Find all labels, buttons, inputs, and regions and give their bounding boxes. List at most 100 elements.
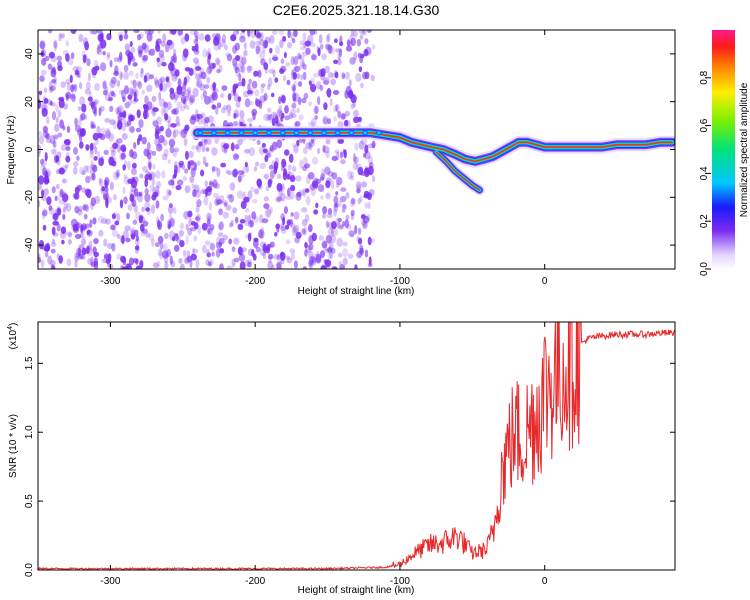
noise-speckle — [254, 89, 260, 97]
noise-speckle — [60, 33, 65, 39]
noise-speckle — [125, 237, 131, 243]
noise-speckle — [227, 111, 231, 117]
ridge-branch-band — [435, 151, 481, 191]
noise-speckle — [156, 116, 162, 125]
noise-speckle — [146, 84, 153, 93]
noise-speckle — [213, 41, 220, 51]
noise-speckle — [100, 127, 106, 134]
noise-speckle — [193, 235, 197, 242]
noise-speckle — [226, 104, 232, 113]
noise-speckle — [233, 113, 239, 118]
noise-speckle — [200, 71, 207, 80]
noise-speckle — [204, 95, 211, 105]
noise-speckle — [112, 142, 118, 150]
noise-speckle — [322, 242, 328, 251]
noise-speckle — [204, 162, 209, 168]
noise-speckle — [73, 147, 78, 155]
noise-speckle — [225, 169, 230, 174]
noise-speckle — [360, 137, 368, 146]
noise-speckle-layer — [38, 30, 376, 269]
noise-speckle — [235, 101, 241, 108]
noise-speckle — [129, 55, 136, 63]
noise-speckle — [178, 258, 183, 264]
noise-speckle — [281, 112, 285, 119]
noise-speckle — [135, 211, 141, 221]
noise-speckle — [195, 66, 202, 71]
noise-speckle — [175, 185, 182, 191]
noise-speckle — [164, 261, 169, 269]
noise-speckle — [157, 248, 163, 257]
noise-speckle — [257, 69, 262, 78]
noise-speckle — [286, 79, 291, 86]
noise-speckle — [335, 103, 340, 114]
noise-speckle — [275, 259, 282, 269]
noise-speckle — [117, 56, 123, 63]
noise-speckle — [127, 178, 134, 184]
noise-speckle — [283, 52, 287, 59]
noise-speckle — [228, 238, 233, 245]
noise-speckle — [130, 167, 137, 175]
noise-speckle — [82, 54, 87, 64]
noise-speckle — [116, 212, 121, 223]
noise-speckle — [291, 38, 296, 44]
colorbar-gradient — [712, 30, 735, 269]
noise-speckle — [327, 252, 332, 259]
noise-speckle — [48, 207, 55, 215]
noise-speckle — [61, 165, 68, 172]
noise-speckle — [207, 228, 211, 235]
noise-speckle — [119, 51, 123, 61]
noise-speckle — [294, 65, 301, 73]
noise-speckle — [195, 35, 199, 42]
noise-speckle — [340, 187, 347, 192]
ridge-band — [196, 132, 673, 163]
noise-speckle — [51, 102, 56, 107]
noise-speckle — [111, 160, 117, 167]
noise-speckle — [285, 239, 291, 245]
noise-speckle — [195, 189, 201, 198]
noise-speckle — [299, 46, 307, 51]
noise-speckle — [241, 64, 246, 74]
y-tick-label: 20 — [24, 96, 35, 108]
noise-speckle — [352, 152, 357, 163]
noise-speckle — [327, 32, 331, 43]
noise-speckle — [230, 142, 235, 152]
noise-speckle — [50, 248, 56, 254]
noise-speckle — [184, 168, 189, 174]
noise-speckle — [223, 143, 230, 150]
noise-speckle — [343, 149, 347, 159]
noise-speckle — [180, 91, 185, 96]
snr-series-line — [38, 322, 675, 570]
noise-speckle — [331, 172, 338, 180]
noise-speckle — [183, 137, 188, 147]
noise-speckle — [244, 214, 249, 223]
noise-speckle — [280, 223, 285, 229]
noise-speckle — [38, 151, 41, 158]
noise-speckle — [238, 73, 242, 82]
noise-speckle — [202, 48, 207, 58]
noise-speckle — [79, 141, 84, 149]
noise-speckle — [335, 59, 342, 66]
noise-speckle — [311, 232, 317, 242]
noise-speckle — [124, 225, 131, 232]
noise-speckle — [355, 72, 362, 82]
noise-speckle — [293, 144, 299, 154]
noise-speckle — [360, 214, 366, 220]
noise-speckle — [280, 58, 285, 64]
noise-speckle — [116, 233, 121, 239]
noise-speckle — [287, 164, 292, 171]
noise-speckle — [337, 110, 342, 119]
noise-speckle — [368, 256, 372, 266]
noise-speckle — [171, 236, 176, 242]
noise-speckle — [345, 45, 353, 52]
noise-speckle — [129, 126, 135, 134]
noise-speckle — [104, 218, 111, 225]
noise-speckle — [166, 248, 171, 258]
noise-speckle — [273, 165, 278, 175]
noise-speckle — [345, 71, 350, 80]
noise-speckle — [81, 247, 87, 256]
noise-speckle — [89, 30, 93, 35]
noise-speckle — [109, 105, 114, 113]
noise-speckle — [56, 207, 62, 216]
noise-speckle — [160, 41, 166, 47]
noise-speckle — [57, 132, 63, 138]
